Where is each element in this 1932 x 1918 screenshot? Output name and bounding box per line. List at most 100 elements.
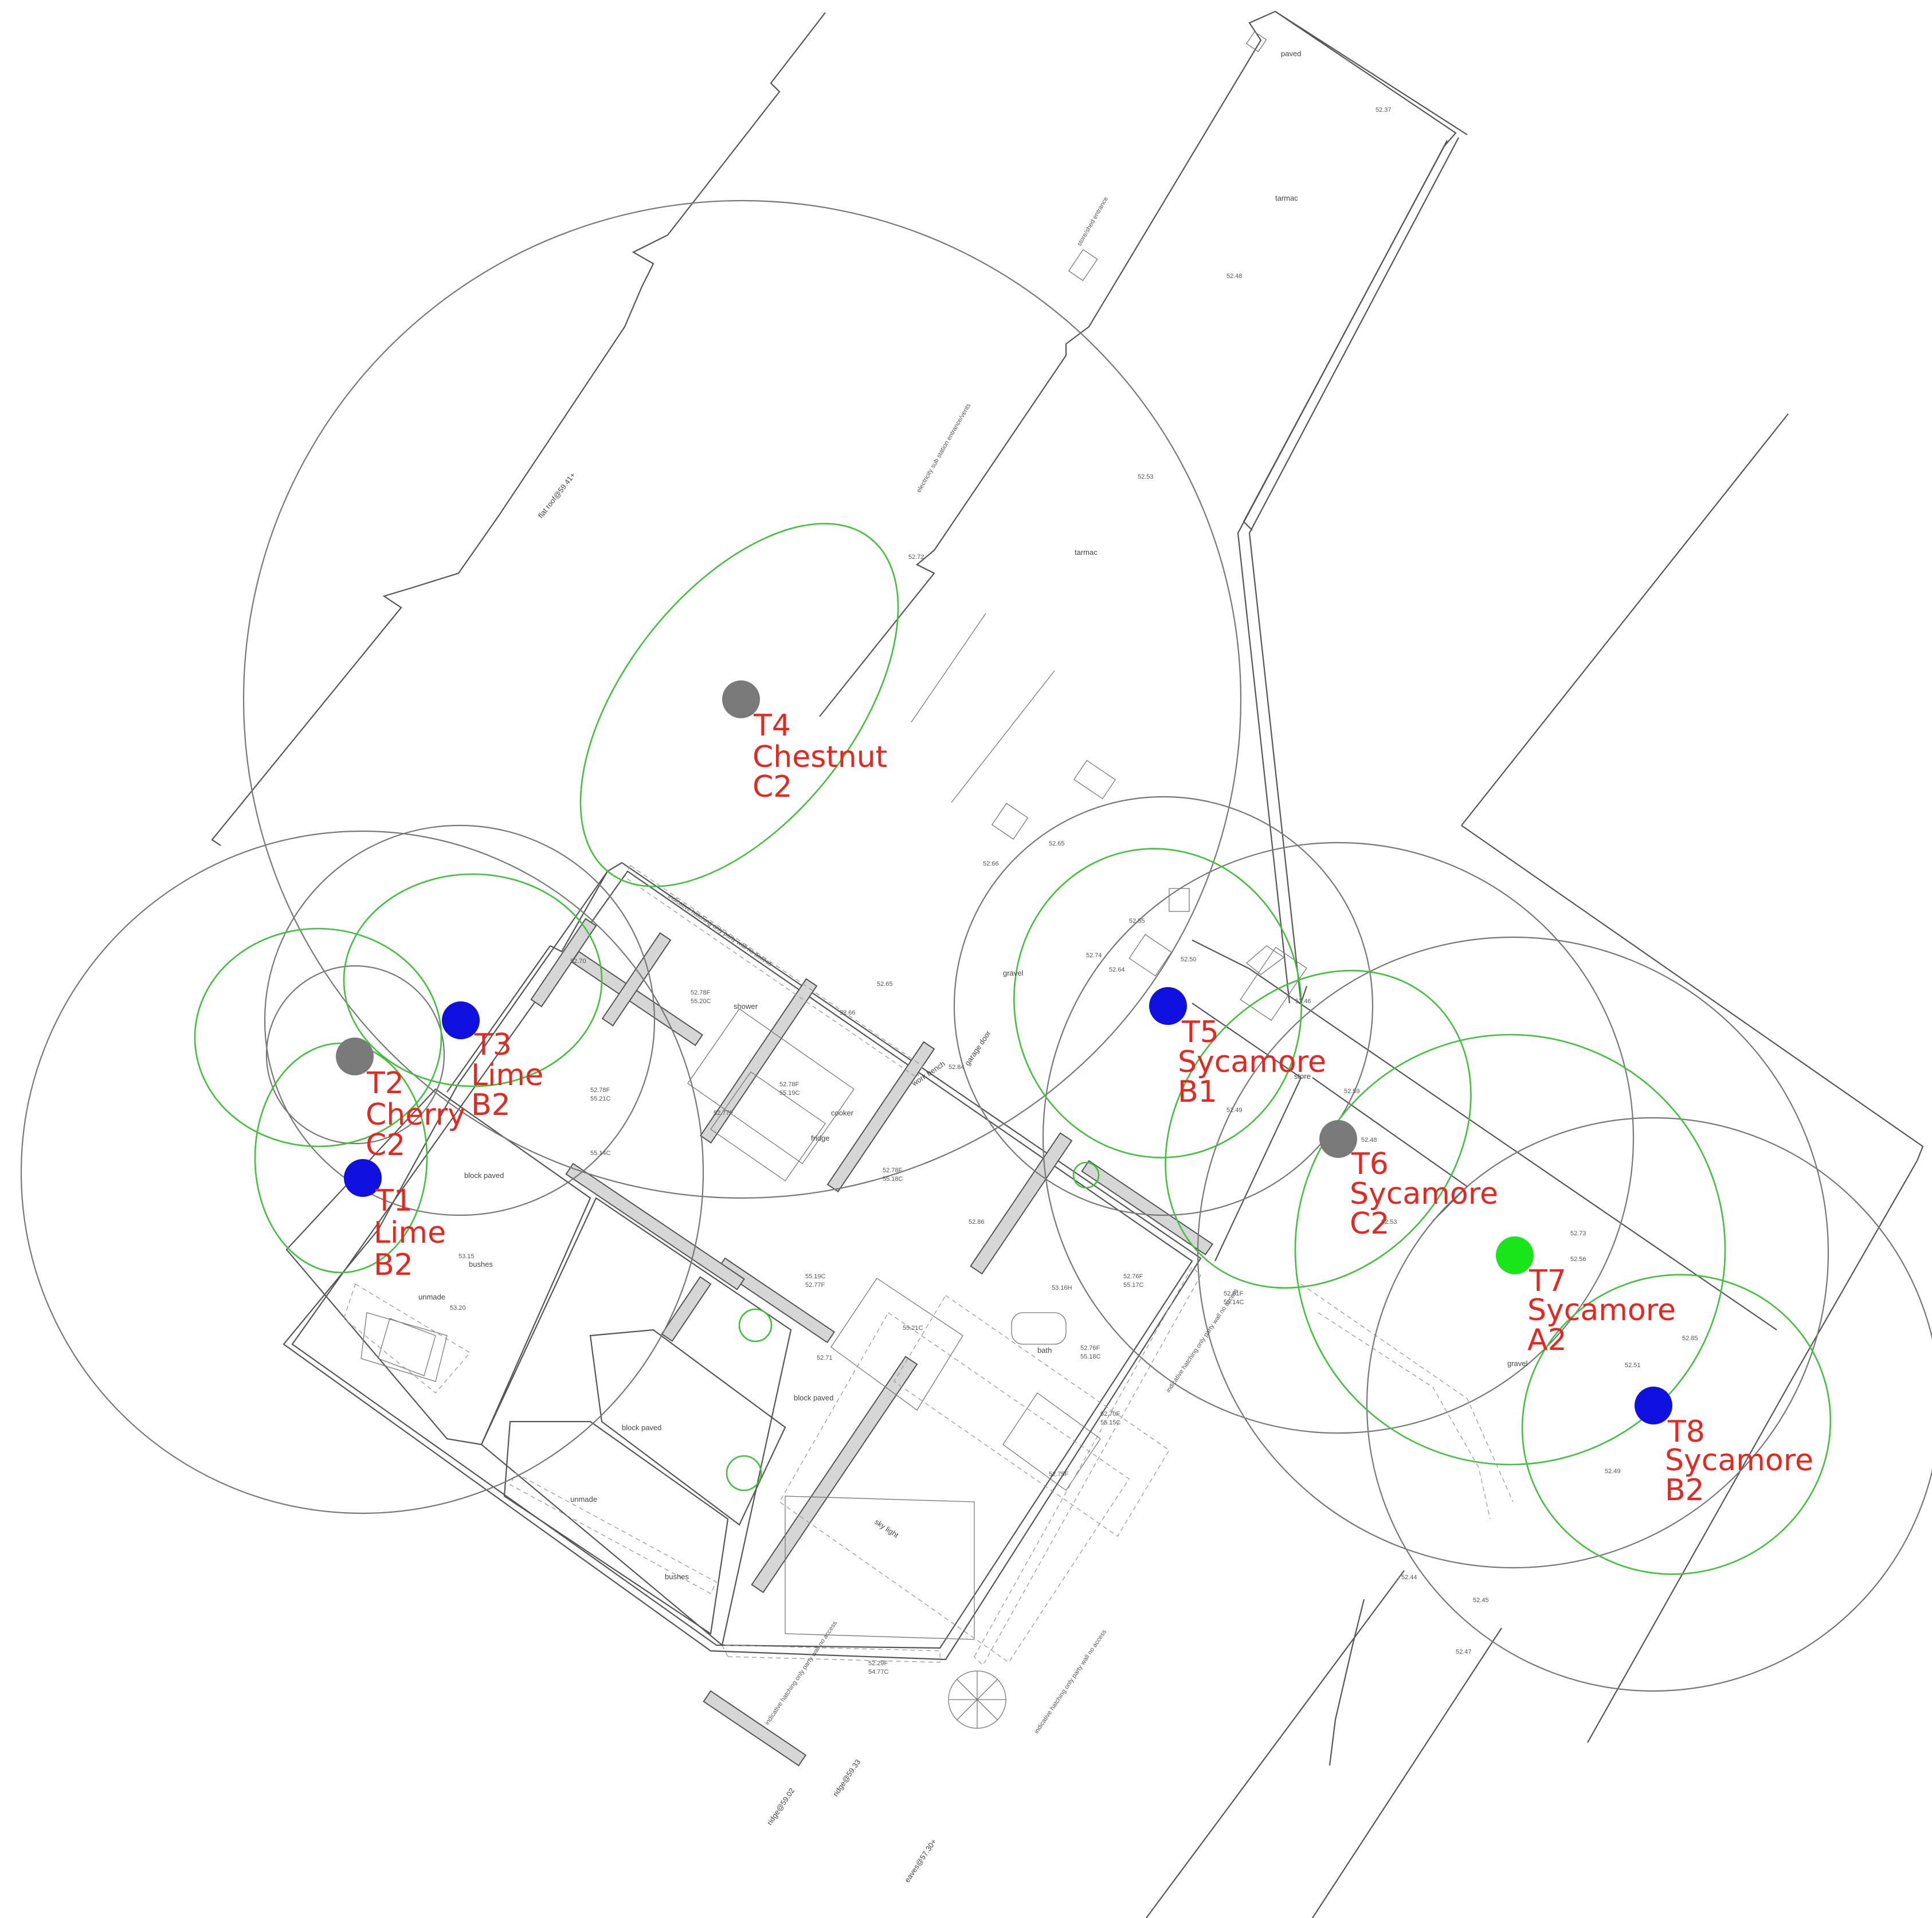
label-hatching-2: indicative hatching only party wall no a… — [764, 1620, 839, 1727]
tree-id-t6: T6 — [1351, 1147, 1389, 1181]
spot-level: 52.51 — [1625, 1362, 1641, 1369]
spot-level: 52.70 — [570, 958, 586, 965]
spot-levels: 52.72 52.53 52.48 52.37 52.65 52.66 52.6… — [450, 107, 1698, 1676]
tree-t8: T8 Sycamore B2 — [1635, 1387, 1813, 1508]
spot-level: 52.65 — [877, 981, 893, 988]
label-shower: shower — [734, 1002, 758, 1011]
rpa-circle-t1 — [20, 830, 704, 1514]
tree-id-t3: T3 — [474, 1028, 512, 1062]
label-gravel-1: gravel — [1003, 969, 1024, 977]
spot-level: 55.15C — [1100, 1419, 1121, 1426]
spot-level: 52.47 — [1456, 1649, 1472, 1655]
tree-category-t2: C2 — [366, 1128, 405, 1162]
spot-level: 52.73 — [1570, 1230, 1586, 1237]
tree-marker-t4 — [722, 680, 760, 718]
spot-level: 52.71 — [817, 1355, 833, 1361]
spot-level: 55.19C — [805, 1273, 826, 1280]
canopy-t1 — [254, 1042, 428, 1274]
tree-t1: T1 Lime B2 — [344, 1159, 446, 1282]
canopy-t5 — [1013, 848, 1302, 1158]
canopy-t8 — [1521, 1274, 1832, 1575]
label-block-paved-3: block paved — [622, 1423, 661, 1432]
canopy-t6 — [1165, 969, 1472, 1289]
spot-level: 52.86 — [969, 1219, 985, 1226]
site-boundary-lines — [211, 10, 1924, 1918]
label-tarmac-2: tarmac — [1075, 548, 1098, 557]
tree-marker-t2 — [336, 1038, 374, 1075]
label-flat-roof: flat roof@59.41+ — [536, 471, 577, 519]
tree-t2: T2 Cherry C2 — [336, 1038, 465, 1162]
spot-level: 52.77F — [805, 1282, 825, 1289]
tree-species-t5: Sycamore — [1178, 1045, 1326, 1079]
tree-id-t5: T5 — [1181, 1015, 1219, 1050]
tree-marker-t6 — [1319, 1120, 1357, 1158]
label-hatching-3: indicative hatching only party wall no a… — [1033, 1629, 1108, 1735]
spot-level: 52.48 — [1361, 1137, 1377, 1144]
label-electricity: electricity sub station entrance/vents — [915, 402, 972, 494]
tree-category-t7: A2 — [1527, 1323, 1567, 1357]
rpa-circle-t4 — [242, 199, 1242, 1199]
canopy-t3 — [343, 873, 603, 1087]
label-tarmac-1: tarmac — [1275, 194, 1298, 202]
spot-level: 55.14C — [590, 1150, 611, 1157]
spot-level: 52.46 — [1295, 998, 1311, 1005]
tree-species-t1: Lime — [374, 1216, 446, 1250]
label-block-paved-2: block paved — [794, 1394, 833, 1402]
label-bushes-1: bushes — [469, 1260, 493, 1269]
canopy-t4 — [579, 523, 899, 887]
rpa-circle-t5 — [953, 796, 1374, 1216]
spot-level: 52.66 — [983, 860, 999, 867]
west-garden-outlines — [285, 1088, 792, 1647]
label-fridge: fridge — [811, 1134, 830, 1142]
spot-level: 52.56 — [1570, 1256, 1586, 1263]
spot-level: 55.21C — [590, 1095, 611, 1102]
spot-level: 52.76F — [1123, 1273, 1143, 1280]
spot-level: 52.75F — [1049, 1471, 1069, 1478]
spot-level: 52.50 — [1181, 956, 1197, 963]
tree-category-t1: B2 — [374, 1248, 413, 1282]
tree-species-t8: Sycamore — [1665, 1443, 1813, 1478]
spot-level: 53.16H — [1052, 1285, 1072, 1291]
spot-level: 52.49 — [1226, 1107, 1243, 1114]
label-eaves: eaves@57.30+ — [903, 1837, 938, 1884]
tree-species-t7: Sycamore — [1527, 1293, 1676, 1328]
tree-t4: T4 Chestnut C2 — [722, 680, 887, 804]
tree-t3: T3 Lime B2 — [442, 1001, 543, 1122]
canopy-t2 — [194, 927, 442, 1148]
spot-level: 55.20C — [691, 998, 711, 1005]
label-bath: bath — [1037, 1346, 1052, 1355]
tree-species-t4: Chestnut — [753, 740, 887, 774]
label-sky-light: sky light — [873, 1517, 900, 1540]
spot-level: 55.19C — [779, 1090, 800, 1097]
spot-level: 52.37 — [1375, 107, 1392, 113]
spot-level: 52.64 — [1109, 966, 1125, 973]
south-east-garden-outlines — [991, 31, 1514, 1766]
tree-id-t1: T1 — [375, 1184, 413, 1218]
label-unmade-2: unmade — [570, 1495, 597, 1504]
spot-level: 52.29F — [868, 1660, 888, 1667]
tree-id-t8: T8 — [1667, 1415, 1705, 1449]
spot-level: 52.44 — [1401, 1574, 1417, 1581]
tree-t5: T5 Sycamore B1 — [1149, 987, 1326, 1109]
canopy-spreads — [194, 523, 1832, 1575]
spot-level: 53.20 — [450, 1305, 466, 1312]
spot-level: 52.49 — [1605, 1468, 1621, 1475]
spot-level: 54.77C — [868, 1669, 889, 1676]
tree-species-t3: Lime — [471, 1058, 543, 1093]
spot-level: 52.59 — [1344, 1088, 1360, 1095]
rpa-circle-t6 — [1042, 841, 1635, 1434]
spot-level: 55.18C — [883, 1176, 903, 1183]
label-store: store — [1294, 1072, 1311, 1081]
spot-level: 52.45 — [1473, 1597, 1489, 1604]
spot-level: 52.81F — [1224, 1290, 1244, 1297]
root-protection-areas — [20, 199, 1932, 1692]
rpa-circle-t8 — [1366, 1117, 1932, 1692]
spot-level: 52.66 — [840, 1009, 856, 1016]
spot-level: 52.65 — [1049, 840, 1065, 847]
tree-marker-t7 — [1496, 1236, 1534, 1274]
tree-marker-t5 — [1149, 987, 1187, 1025]
tree-id-t2: T2 — [366, 1066, 404, 1101]
spot-level: 52.55 — [1129, 918, 1145, 925]
tree-species-t6: Sycamore — [1350, 1177, 1498, 1211]
